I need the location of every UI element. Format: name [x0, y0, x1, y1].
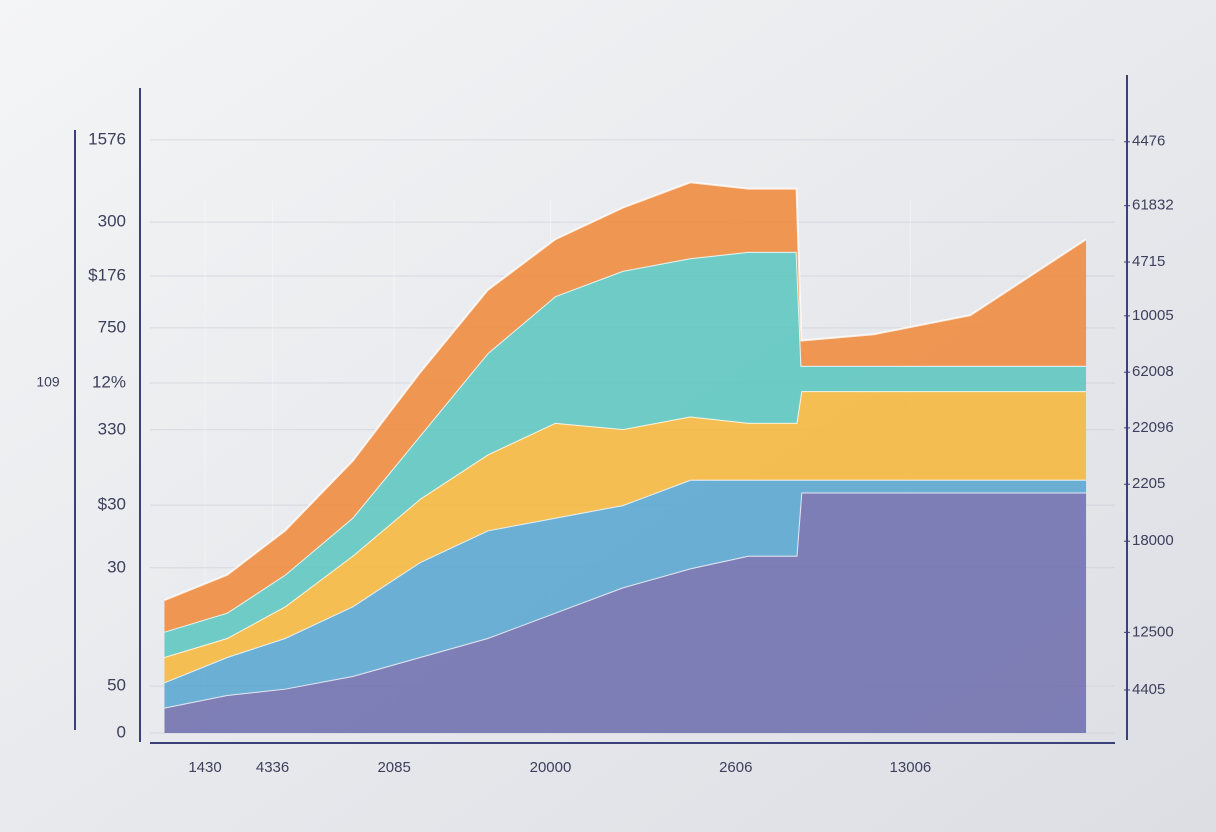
y2-tick-label: 4476 [1132, 133, 1165, 150]
y2-tick-label: 12500 [1132, 623, 1174, 640]
area [164, 479, 1087, 708]
y-tick-label: $176 [88, 265, 126, 284]
y-tick-label: 0 [117, 722, 126, 741]
y-tick-label: 1576 [88, 129, 126, 148]
y-tick-label: 300 [98, 212, 126, 231]
y-tick-label: 12% [92, 372, 126, 391]
y2-tick-label: 4405 [1132, 681, 1165, 698]
y-tick-label: $30 [98, 495, 126, 514]
y-tick-label: 330 [98, 419, 126, 438]
x-tick-label: 20000 [530, 759, 572, 776]
x-tick-label: 4336 [256, 759, 289, 776]
x-tick-label: 2085 [377, 759, 410, 776]
y2-tick-label: 2205 [1132, 475, 1165, 492]
y-tick-label: 30 [107, 557, 126, 576]
area [164, 182, 1087, 632]
x-tick-label: 2606 [719, 759, 752, 776]
y2-tick-label: 61832 [1132, 197, 1174, 214]
y2-tick-label: 18000 [1132, 532, 1174, 549]
area-edge [164, 181, 1087, 601]
y2-tick-label: 62008 [1132, 363, 1174, 380]
y2-tick-label: 22096 [1132, 419, 1174, 436]
y-tick-label: 50 [107, 676, 126, 695]
x-tick-label: 1430 [188, 759, 221, 776]
area [164, 492, 1087, 733]
y-label: 109 [36, 374, 60, 390]
x-tick-label: 13006 [890, 759, 932, 776]
y2-tick-label: 10005 [1132, 307, 1174, 324]
area [164, 251, 1087, 658]
y2-tick-label: 4715 [1132, 253, 1165, 270]
area [164, 391, 1087, 683]
y-tick-label: 750 [98, 317, 126, 336]
